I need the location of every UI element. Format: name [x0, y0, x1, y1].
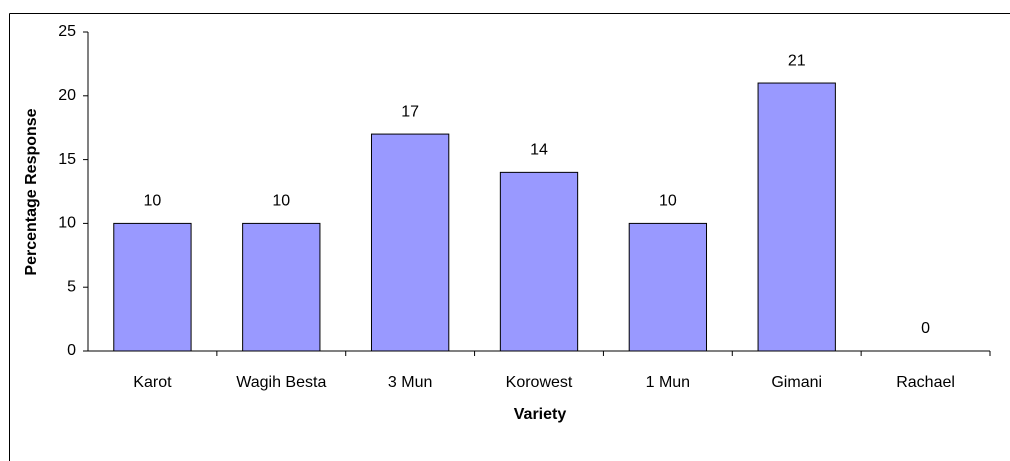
data-label: 10 — [144, 193, 162, 210]
bar — [242, 222, 321, 352]
y-tick-label: 10 — [58, 215, 76, 232]
x-tick-label: Wagih Besta — [236, 374, 326, 391]
data-label: 14 — [530, 142, 548, 159]
bar — [757, 82, 836, 352]
data-label: 0 — [921, 320, 930, 337]
data-label: 17 — [401, 103, 419, 120]
data-label: 21 — [788, 52, 806, 69]
x-tick-label: Korowest — [506, 374, 573, 391]
x-tick-label: 1 Mun — [646, 374, 690, 391]
y-tick-label: 0 — [67, 342, 76, 359]
y-axis-title: Percentage Response — [23, 108, 40, 275]
y-tick-label: 25 — [58, 23, 76, 40]
y-tick-label: 5 — [67, 278, 76, 295]
bar — [113, 222, 192, 352]
data-label: 10 — [272, 193, 290, 210]
x-tick-label: Rachael — [896, 374, 955, 391]
bar — [628, 222, 708, 352]
bar — [499, 171, 579, 352]
bar — [370, 133, 450, 352]
y-tick-label: 15 — [58, 151, 76, 168]
x-axis-title: Variety — [514, 406, 567, 423]
y-tick-label: 20 — [58, 87, 76, 104]
data-label: 10 — [659, 193, 677, 210]
x-tick-label: 3 Mun — [388, 374, 432, 391]
x-tick-label: Karot — [133, 374, 172, 391]
x-tick-label: Gimani — [771, 374, 822, 391]
